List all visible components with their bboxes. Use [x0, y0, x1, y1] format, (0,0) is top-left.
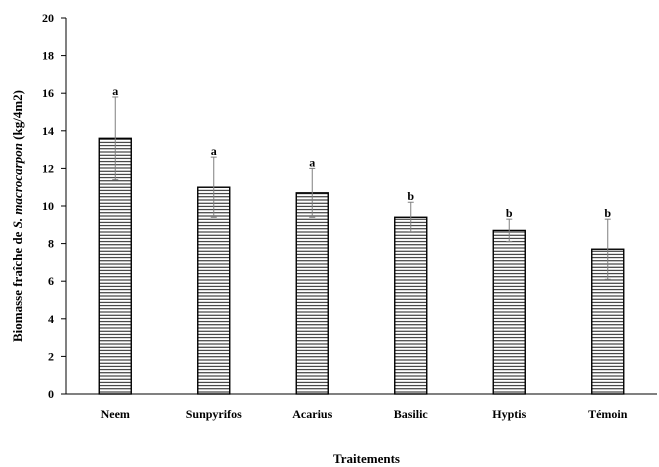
- y-tick-label: 4: [48, 312, 54, 326]
- bar: [394, 216, 428, 395]
- y-tick-label: 0: [48, 387, 54, 401]
- bar: [98, 137, 132, 395]
- x-axis-title: Traitements: [333, 451, 400, 466]
- significance-label: b: [604, 206, 611, 220]
- y-axis-ticks: 0 2 4 6 8 10 12 14 16 18 20: [42, 11, 66, 401]
- y-axis-title: Biomasse fraîche de S. macrocarpon (kg/4…: [10, 90, 25, 342]
- significance-label: a: [112, 84, 118, 98]
- y-tick-label: 2: [48, 349, 54, 363]
- x-tick-label: Hyptis: [492, 407, 526, 421]
- y-axis-title-species: S. macrocarpon: [10, 143, 25, 228]
- error-bars: [112, 96, 611, 280]
- y-axis-title-prefix: Biomasse fraîche de: [10, 228, 25, 342]
- bar: [295, 192, 329, 395]
- x-tick-labels: Neem Sunpyrifos Acarius Basilic Hyptis Témoin: [101, 407, 628, 421]
- y-tick-label: 10: [42, 199, 54, 213]
- y-tick-label: 6: [48, 274, 54, 288]
- bar: [492, 229, 526, 395]
- y-tick-label: 8: [48, 237, 54, 251]
- x-tick-label: Témoin: [588, 407, 628, 421]
- significance-label: a: [211, 144, 217, 158]
- y-tick-label: 16: [42, 86, 54, 100]
- bar: [197, 186, 231, 395]
- significance-label: b: [407, 189, 414, 203]
- x-tick-label: Sunpyrifos: [186, 407, 242, 421]
- x-tick-label: Basilic: [394, 407, 429, 421]
- y-axis-title-suffix: (kg/4m2): [10, 90, 25, 143]
- y-tick-label: 14: [42, 124, 54, 138]
- x-tick-label: Neem: [101, 407, 130, 421]
- y-tick-label: 12: [42, 161, 54, 175]
- significance-labels: a a a b b b: [112, 84, 611, 220]
- y-tick-label: 18: [42, 49, 54, 63]
- y-tick-label: 20: [42, 11, 54, 25]
- significance-label: a: [309, 155, 315, 169]
- significance-label: b: [506, 206, 513, 220]
- x-tick-label: Acarius: [292, 407, 332, 421]
- bars: [98, 137, 625, 395]
